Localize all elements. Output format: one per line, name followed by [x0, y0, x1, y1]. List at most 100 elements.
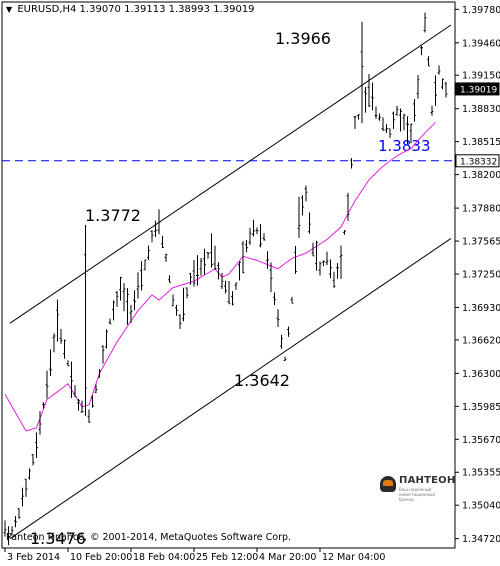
ohlc-bar — [287, 326, 290, 337]
ohlc-bar — [143, 259, 147, 271]
y-tick-label: 1.37880 — [462, 204, 500, 215]
ohlc-bar — [308, 212, 311, 234]
ohlc-bar — [210, 233, 213, 268]
y-tick-label: 1.38830 — [462, 104, 500, 115]
ohlc-bar — [91, 395, 94, 408]
ohlc-bar — [101, 345, 105, 364]
dropdown-arrow-icon[interactable]: ▼ — [6, 5, 13, 14]
ohlc-bar — [385, 124, 388, 133]
ohlc-bar — [350, 158, 353, 169]
copyright-text: Panteon Finance, © 2001-2014, MetaQuotes… — [6, 532, 292, 543]
ohlc-bar — [343, 230, 346, 235]
ohlc-bar — [59, 328, 63, 344]
ohlc-bar — [241, 241, 245, 274]
ohlc-bar — [42, 402, 45, 409]
ohlc-bar — [276, 309, 280, 328]
y-tick-label: 1.39460 — [462, 38, 500, 49]
ohlc-bar — [77, 398, 80, 411]
ohlc-bar — [66, 360, 70, 367]
ohlc-bar — [171, 294, 175, 307]
price-annotation: 1.3772 — [85, 206, 141, 225]
ohlc-bar — [388, 128, 392, 138]
current-price-value: 1.39019 — [460, 85, 497, 95]
ohlc-bar — [357, 114, 360, 120]
ohlc-bar — [315, 240, 318, 271]
x-tick-label: 12 Mar 04:00 — [322, 552, 385, 563]
ohlc-bar — [371, 82, 374, 111]
level-price-box — [455, 154, 500, 168]
ohlc-bar — [122, 283, 126, 312]
ohlc-bar — [227, 281, 231, 305]
level-price-value: 1.38332 — [460, 157, 497, 167]
ohlc-bar — [444, 81, 448, 98]
ohlc-bar — [7, 526, 10, 546]
ohlc-bar — [63, 339, 66, 359]
ohlc-bar — [45, 370, 49, 399]
ohlc-bar — [259, 223, 262, 248]
ohlc-bar — [150, 230, 154, 243]
open-value: 1.39070 — [79, 4, 121, 15]
ohlc-bar — [248, 227, 252, 245]
ohlc-bar — [336, 263, 339, 279]
ohlc-bar — [441, 78, 444, 90]
channel-upper-line[interactable] — [9, 24, 452, 324]
ohlc-bar — [17, 508, 21, 519]
ohlc-bar — [129, 305, 133, 323]
ohlc-bar — [185, 287, 189, 299]
ohlc-bar — [105, 329, 108, 349]
ohlc-bar — [189, 272, 192, 285]
ohlc-bar — [35, 432, 38, 458]
ohlc-bar — [31, 453, 35, 466]
ohlc-bar — [364, 86, 367, 113]
high-value: 1.39113 — [124, 4, 166, 15]
ohlc-bar — [206, 251, 210, 259]
symbol-label: EURUSD,H4 — [17, 4, 77, 15]
channel-lower-line[interactable] — [9, 238, 452, 540]
chart-header: ▼ EURUSD,H4 1.39070 1.39113 1.38993 1.39… — [6, 4, 255, 15]
ohlc-bar — [133, 290, 136, 311]
ohlc-bar — [262, 233, 266, 241]
ohlc-bar — [168, 275, 171, 283]
ohlc-bar — [182, 287, 185, 322]
x-tick-label: 10 Feb 20:00 — [70, 552, 132, 563]
ohlc-bar — [192, 260, 196, 287]
ohlc-bar — [329, 259, 332, 279]
ohlc-bar — [140, 261, 143, 291]
ohlc-bar — [273, 292, 276, 306]
moving-average-line — [4, 121, 436, 432]
ohlc-bar — [115, 290, 119, 307]
ohlc-bar — [252, 219, 255, 237]
ohlc-bar — [322, 260, 325, 266]
ohlc-bar — [203, 248, 206, 275]
ohlc-bar — [374, 106, 378, 119]
ohlc-bar — [392, 111, 395, 129]
ohlc-bar — [311, 242, 315, 257]
ohlc-bar — [28, 468, 31, 480]
ohlc-bar — [38, 411, 42, 435]
ohlc-bar — [14, 516, 17, 528]
ohlc-bar — [108, 318, 112, 325]
ohlc-bar — [196, 255, 199, 286]
ohlc-bar — [220, 273, 224, 289]
y-tick-label: 1.37250 — [462, 270, 500, 281]
ohlc-bar — [157, 209, 161, 235]
ohlc-bar — [409, 123, 413, 144]
ohlc-bar — [283, 356, 287, 362]
panteon-logo: ПАНТЕОН Ваш надежный инвестиционный брок… — [380, 474, 455, 502]
y-tick-label: 1.38515 — [462, 137, 500, 148]
y-tick-label: 1.35355 — [462, 468, 500, 479]
logo-subtitle: Ваш надежный инвестиционный брокер — [399, 487, 435, 502]
ohlc-bar — [154, 220, 157, 238]
y-tick-label: 1.35670 — [462, 435, 500, 446]
ohlc-bar — [420, 45, 423, 56]
ohlc-bar — [353, 115, 357, 130]
ohlc-bar — [161, 235, 164, 249]
ohlc-bar — [199, 257, 203, 276]
current-price-box — [455, 82, 500, 96]
ohlc-bar — [294, 245, 297, 274]
ohlc-bar — [402, 113, 406, 131]
y-tick-label: 1.34720 — [462, 534, 500, 545]
logo-name: ПАНТЕОН — [399, 475, 456, 486]
y-tick-label: 1.36930 — [462, 303, 500, 314]
